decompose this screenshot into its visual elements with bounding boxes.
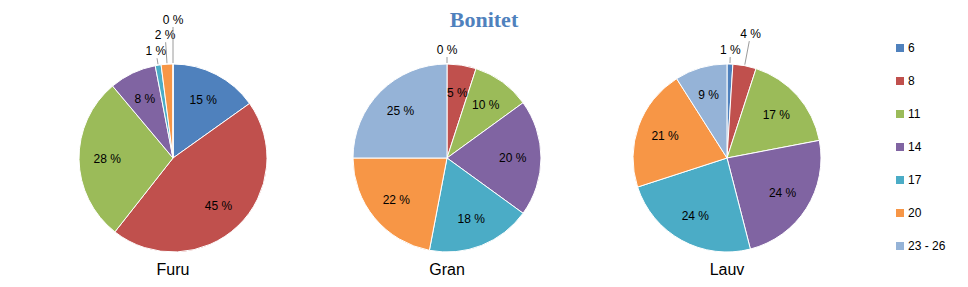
legend-label: 8: [908, 74, 915, 88]
legend-swatch: [896, 176, 904, 184]
chart: Bonitet15 %45 %28 %8 %1 %2 %0 %Furu0 %5 …: [0, 0, 968, 287]
pie-title: Furu: [157, 261, 190, 278]
pie: 0 % 5 % 10 % 20 % 18 % 22 % 25 %: [353, 43, 541, 252]
legend-label: 23 - 26: [908, 239, 946, 253]
data-label: 25 %: [387, 104, 415, 118]
data-label: 18 %: [458, 212, 486, 226]
data-label: 24 %: [769, 186, 797, 200]
pie: 1 % 4 % 17 % 24 % 24 % 21 % 9 %: [633, 27, 821, 252]
legend: 6 8 11 14 17 20 23 - 26: [896, 41, 946, 253]
data-label: 0 %: [163, 13, 184, 27]
data-label: 5 %: [447, 86, 468, 100]
legend-swatch: [896, 242, 904, 250]
legend-label: 17: [908, 173, 922, 187]
data-label: 17 %: [763, 107, 791, 121]
leader-line: [729, 57, 730, 63]
pie-title: Lauv: [710, 261, 745, 278]
legend-swatch: [896, 77, 904, 85]
leader-line: [157, 58, 159, 64]
data-label: 10 %: [472, 98, 500, 112]
data-label: 24 %: [682, 209, 710, 223]
pie-slice: [155, 65, 173, 158]
data-labels: 15 %45 %28 %8 %1 %2 %0 %: [94, 13, 233, 213]
data-label: 21 %: [651, 129, 679, 143]
legend-label: 11: [908, 107, 921, 121]
pie-slice: [353, 158, 447, 250]
legend-label: 6: [908, 41, 915, 55]
legend-swatch: [896, 143, 904, 151]
data-label: 20 %: [499, 151, 527, 165]
legend-swatch: [896, 44, 904, 52]
leader-line: [173, 27, 174, 63]
leader-line: [447, 57, 448, 63]
data-label: 1 %: [146, 44, 167, 58]
data-label: 0 %: [437, 43, 458, 57]
data-label: 15 %: [189, 93, 217, 107]
pie-title: Gran: [429, 261, 465, 278]
pie: 15 %45 %28 %8 %1 %2 %0 %: [79, 13, 267, 252]
data-label: 22 %: [383, 193, 411, 207]
pie-slice: [161, 64, 173, 158]
legend-swatch: [896, 110, 904, 118]
data-label: 1 %: [720, 43, 741, 57]
data-label: 28 %: [94, 152, 122, 166]
legend-label: 20: [908, 206, 922, 220]
pie-slice: [353, 64, 447, 158]
legend-swatch: [896, 209, 904, 217]
leader-line: [745, 41, 749, 65]
pie-slice: [173, 64, 174, 158]
legend-label: 14: [908, 140, 922, 154]
chart-title: Bonitet: [450, 7, 519, 32]
pie-slice: [677, 64, 727, 158]
data-labels: 0 % 5 % 10 % 20 % 18 % 22 % 25 %: [383, 43, 527, 226]
data-label: 45 %: [205, 199, 233, 213]
data-label: 8 %: [134, 92, 155, 106]
data-label: 9 %: [698, 88, 719, 102]
leader-line: [166, 42, 167, 63]
data-label: 4 %: [740, 27, 761, 41]
data-labels: 1 % 4 % 17 % 24 % 24 % 21 % 9 %: [651, 27, 796, 222]
